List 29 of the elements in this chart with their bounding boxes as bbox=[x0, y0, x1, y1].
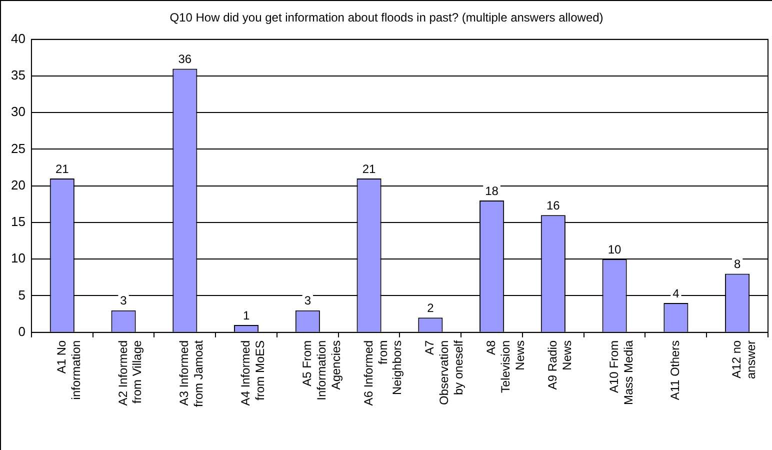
data-label: 4 bbox=[672, 286, 680, 300]
y-tick-label: 15 bbox=[10, 214, 26, 230]
data-label: 1 bbox=[242, 308, 250, 322]
x-tick-label: A6 Informed from Neighbors bbox=[361, 340, 404, 406]
y-tick-label: 0 bbox=[18, 324, 26, 339]
data-label: 21 bbox=[362, 162, 376, 176]
x-tick-label: A1 No information bbox=[54, 340, 83, 400]
data-label: 3 bbox=[120, 294, 128, 308]
chart-title: Q10 How did you get information about floods in past? (multiple answers allowed) bbox=[170, 10, 604, 25]
y-tick-label: 30 bbox=[10, 104, 26, 120]
data-label: 2 bbox=[427, 300, 434, 315]
x-tick-label: A11 Others bbox=[668, 340, 682, 400]
data-label: 16 bbox=[546, 198, 560, 212]
x-tick-label: A10 From Mass Media bbox=[606, 340, 636, 405]
y-tick-label: 10 bbox=[10, 250, 26, 266]
data-label: 3 bbox=[304, 294, 312, 308]
y-tick-label: 5 bbox=[18, 287, 26, 302]
x-tick-label: A12 no answer bbox=[730, 340, 758, 379]
x-tick-label: A8 Television News bbox=[484, 340, 527, 394]
data-label: 10 bbox=[608, 242, 622, 256]
data-label: 36 bbox=[178, 52, 192, 66]
x-tick-label: A9 Radio News bbox=[545, 340, 574, 390]
data-label: 18 bbox=[485, 184, 499, 198]
y-tick-label: 25 bbox=[10, 140, 26, 156]
data-label: 8 bbox=[734, 257, 741, 272]
data-label: 21 bbox=[55, 162, 70, 176]
y-tick-label: 35 bbox=[10, 68, 26, 83]
y-tick-label: 20 bbox=[10, 177, 26, 192]
y-tick-label: 40 bbox=[10, 30, 26, 46]
